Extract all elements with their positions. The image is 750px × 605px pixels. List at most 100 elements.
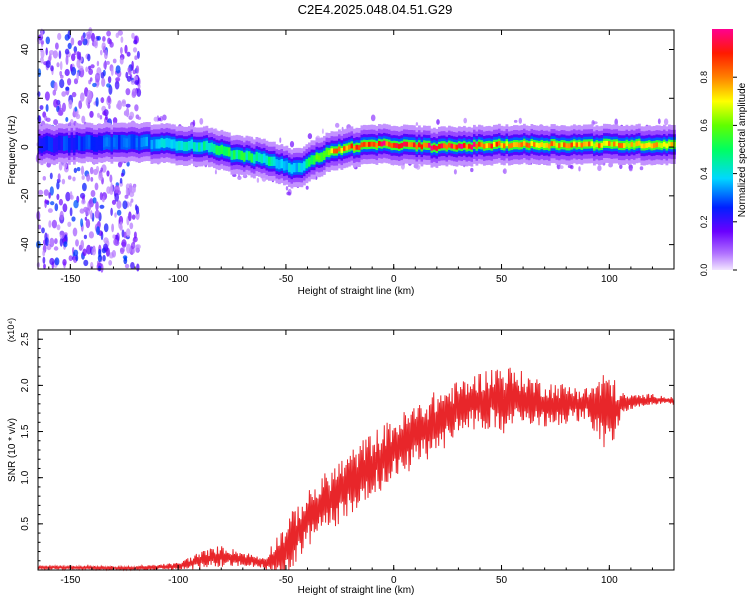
spectrogram-ridge-cell <box>193 144 196 150</box>
spectrogram-ridge-cell <box>373 141 376 147</box>
colorbar-gradient <box>712 29 733 270</box>
spectrogram-scatter-cell <box>135 65 140 74</box>
spectrogram-scatter-cell <box>58 162 63 171</box>
spectrogram-scatter-cell <box>126 161 130 167</box>
spectrogram-scatter-cell <box>114 212 117 218</box>
spectrogram-noise-cell <box>64 162 67 169</box>
spectrogram-scatter-cell <box>119 221 123 230</box>
spectrogram-ridge-cell <box>228 149 231 155</box>
spectrogram-scatter-cell <box>67 175 72 180</box>
spectrogram-ridge-cell <box>308 159 311 165</box>
spectrogram-ridge-cell <box>120 139 124 145</box>
spectrogram-scatter-cell <box>45 104 49 112</box>
spectrogram-scatter-cell <box>108 104 111 110</box>
snr-x-tick-label: -150 <box>60 575 80 586</box>
spectrogram-ridge-cell <box>613 141 616 147</box>
spectrogram-scatter-cell <box>50 201 55 206</box>
spectrogram-scatter-cell <box>67 221 72 227</box>
spectrogram-scatter-cell <box>80 92 85 102</box>
spectrogram-ridge-cell <box>145 139 149 144</box>
spectrogram-scatter-cell <box>136 263 140 272</box>
spectrogram-scatter-cell <box>129 201 132 207</box>
spectrogram-scatter-cell <box>91 247 97 256</box>
spectrogram-scatter-cell <box>40 40 45 45</box>
spectrogram-ridge-cell <box>480 142 484 148</box>
spectrogram-scatter-cell <box>73 46 78 53</box>
spectrogram-noise-cell <box>46 162 51 168</box>
spectrogram-ridge-cell <box>195 144 199 150</box>
spectrogram-scatter-cell <box>83 206 89 213</box>
colorbar-tick-label: 0.6 <box>699 119 709 132</box>
spectrogram-scatter-cell <box>116 103 120 109</box>
spectrogram-ridge-cell <box>65 140 69 146</box>
spectrogram-ridge-cell <box>138 141 141 146</box>
spectrogram-ridge-cell <box>53 143 56 149</box>
spectrogram-ridge-cell <box>448 142 451 148</box>
spectrogram-scatter-cell <box>116 209 122 216</box>
spectrogram-noise-cell <box>100 167 103 172</box>
spectrogram-scatter-cell <box>38 189 44 196</box>
spectrogram-ridge-cell <box>198 144 201 150</box>
spectrogram-scatter-cell <box>82 248 87 257</box>
spectrogram-ridge-cell <box>520 142 524 148</box>
spectrogram-y-ticks: -40 -20 0 20 40 <box>20 36 674 270</box>
spectrogram-scatter-cell <box>48 220 52 228</box>
spectrogram-scatter-cell <box>45 47 48 56</box>
spectrogram-scatter-cell <box>92 197 97 204</box>
spectrogram-ridge-cell <box>38 141 41 147</box>
spectrogram-y-label: Frequency (Hz) <box>7 116 18 185</box>
spectrogram-ridge-cell <box>498 140 501 146</box>
spectrogram-ridge-cell <box>490 143 494 149</box>
spectrogram-ridge-cell <box>468 143 471 149</box>
spectrogram-scatter-cell <box>71 91 77 98</box>
snr-y-tick-label: 2.0 <box>20 378 31 392</box>
spectrogram-scatter-cell <box>62 203 68 213</box>
spectrogram-ridge-cell <box>278 162 281 168</box>
spectrogram-scatter-cell <box>42 249 46 257</box>
spectrogram-scatter-cell <box>76 59 81 68</box>
spectrogram-scatter-cell <box>43 263 46 269</box>
spectrogram-ridge-cell <box>440 143 444 149</box>
spectrogram-ridge-cell <box>73 142 76 148</box>
spectrogram-scatter-cell <box>52 50 59 59</box>
spectrogram-scatter-cell <box>70 37 75 46</box>
spectrogram-ridge-cell <box>98 140 101 146</box>
spectrogram-scatter-cell <box>89 77 93 82</box>
spectrogram-ridge-cell <box>453 144 456 150</box>
spectrogram-ridge-cell <box>128 139 131 145</box>
spectrogram-scatter-cell <box>86 173 91 182</box>
spectrogram-scatter-cell <box>120 47 123 55</box>
snr-x-label: Height of straight line (km) <box>298 585 415 596</box>
spectrogram-scatter-cell <box>94 72 101 83</box>
spectrogram-ridge-cell <box>333 148 336 154</box>
spectrogram-ridge-cell <box>273 158 276 164</box>
spectrogram-ridge-cell <box>625 141 629 147</box>
spectrogram-scatter-cell <box>39 57 44 64</box>
spectrogram-scatter-cell <box>90 64 95 69</box>
spectrogram-ridge-cell <box>570 142 574 148</box>
spectrogram-scatter-cell <box>78 100 83 110</box>
snr-panel: -150 -100 -50 0 50 100 0.5 1.0 1.5 2.0 2.5 Height… <box>6 318 675 596</box>
spectrogram-ridge-cell <box>573 141 576 147</box>
spectrogram-scatter-cell <box>125 228 131 238</box>
spectrogram-scatter-cell <box>97 254 102 262</box>
spectrogram-ridge-cell <box>668 141 671 147</box>
spectrogram-scatter-cell <box>109 41 114 48</box>
spectrogram-ridge-cell <box>568 143 571 149</box>
spectrogram-ridge-cell <box>445 144 449 150</box>
spectrogram-scatter-cell <box>76 51 80 60</box>
spectrogram-scatter-cell <box>71 216 76 222</box>
spectrogram-scatter-cell <box>128 185 133 192</box>
spectrogram-ridge-cell <box>160 140 164 146</box>
spectrogram-scatter-cell <box>53 246 59 251</box>
spectrogram-ridge-cell <box>525 142 529 148</box>
spectrogram-ridge-cell <box>295 165 299 170</box>
spectrogram-scatter-cell <box>97 112 100 118</box>
spectrogram-x-tick-label: -150 <box>60 274 80 285</box>
spectrogram-noise-cell <box>286 191 291 196</box>
spectrogram-ridge-cell <box>143 139 146 145</box>
spectrogram-scatter-cell <box>125 71 129 79</box>
spectrogram-ridge-cell <box>400 143 404 148</box>
spectrogram-scatter-cell <box>75 239 79 247</box>
